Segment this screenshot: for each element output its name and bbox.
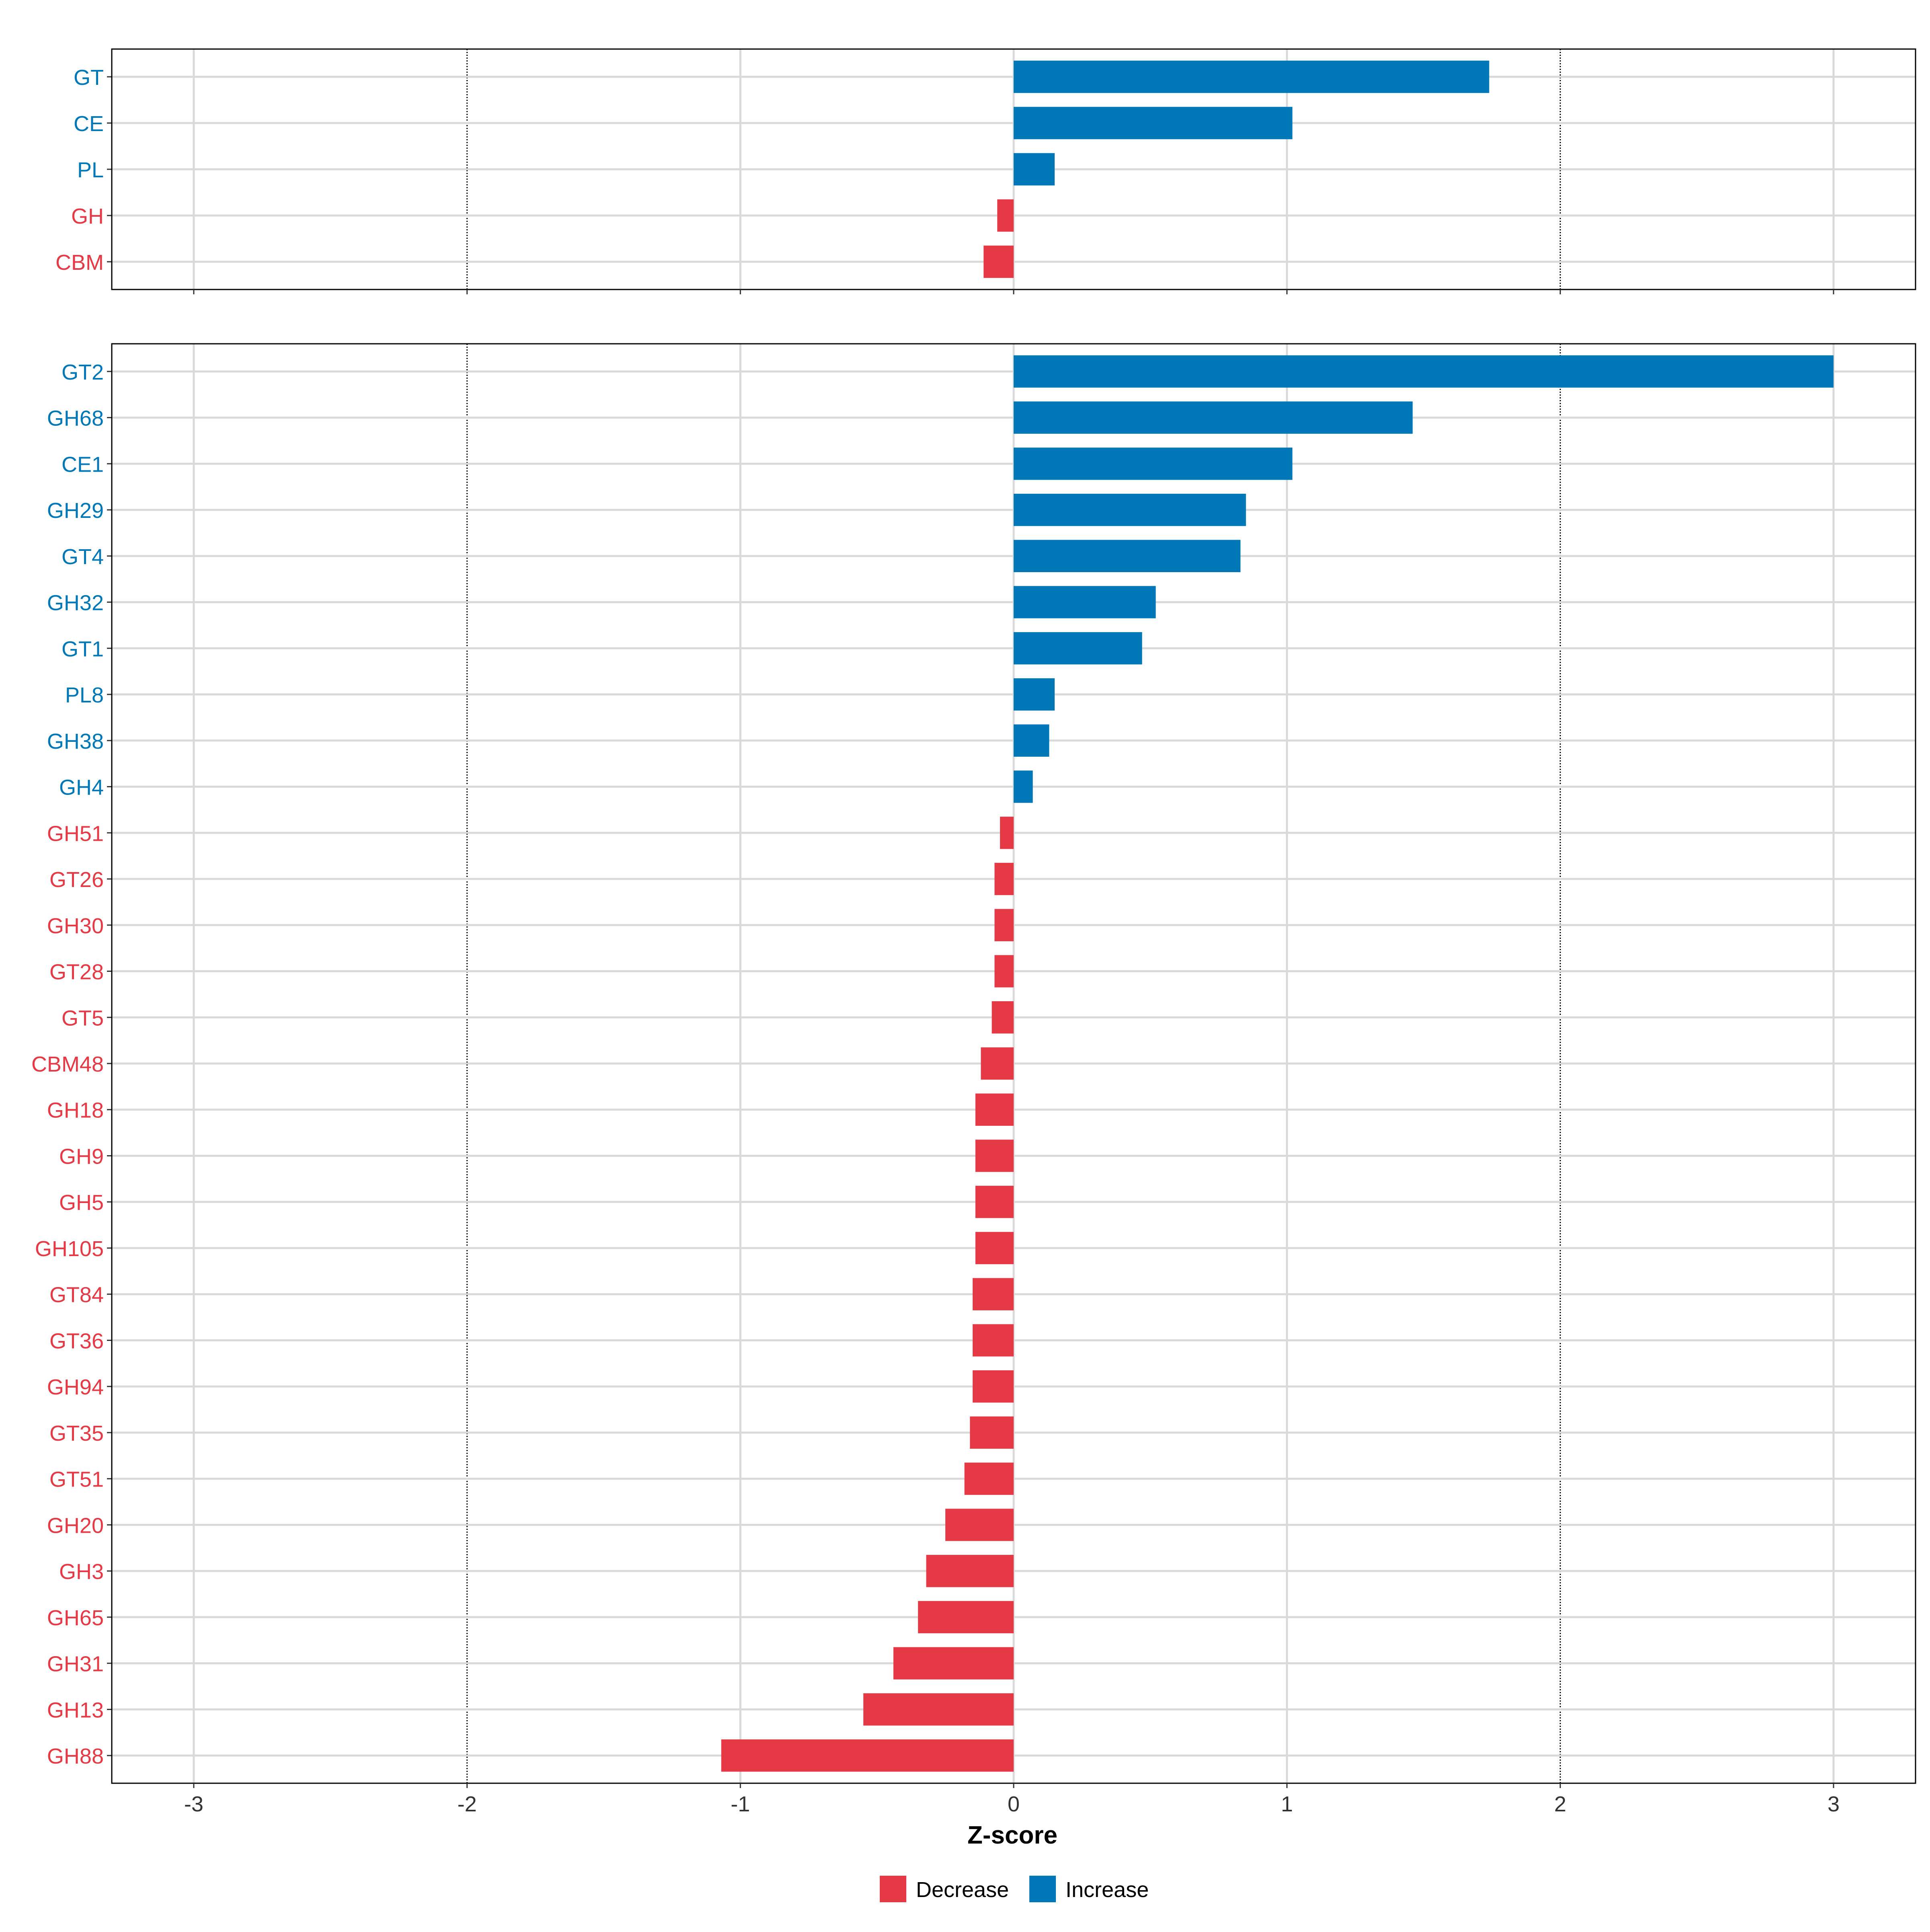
bar-gh51 (1000, 817, 1014, 849)
x-tick-label: 3 (1827, 1792, 1840, 1816)
bar-gh31 (893, 1647, 1014, 1679)
bar-gh88 (721, 1739, 1014, 1772)
y-tick-label: GT4 (62, 545, 104, 569)
bar-gt84 (973, 1278, 1014, 1310)
bar-ce (1014, 107, 1293, 140)
x-tick-label: -3 (184, 1792, 203, 1816)
y-tick-label: CE1 (62, 452, 104, 476)
bar-gh9 (975, 1139, 1014, 1172)
y-tick-label: GT (74, 66, 104, 90)
legend-label-decrease: Decrease (916, 1878, 1009, 1902)
y-tick-label: PL8 (65, 683, 104, 707)
y-tick-label: GH88 (47, 1744, 104, 1768)
bar-gt4 (1014, 540, 1241, 572)
y-tick-label: GT36 (49, 1329, 104, 1353)
bar-pl8 (1014, 678, 1055, 711)
legend-swatch-increase (1029, 1876, 1056, 1902)
bar-gh4 (1014, 770, 1033, 803)
y-tick-label: GT28 (49, 960, 104, 984)
panel-top: GT CE PL GH CBM (55, 48, 1916, 294)
bar-gt5 (992, 1001, 1014, 1034)
y-tick-label: GH20 (47, 1513, 104, 1538)
y-tick-label: GH68 (47, 407, 104, 431)
y-tick-label: GH18 (47, 1098, 104, 1123)
bar-gt1 (1014, 632, 1142, 665)
bar-gh (997, 199, 1014, 232)
y-tick-label: GT51 (49, 1468, 104, 1492)
panel-bottom: GT2 GH68 CE1 GH29 GT4 GH32 GT1 PL8 GH38 GH4 GH51 GT… (31, 343, 1916, 1788)
x-tick-label: 1 (1281, 1792, 1293, 1816)
y-tick-label: GH5 (59, 1191, 104, 1215)
x-tick-label: -2 (458, 1792, 477, 1816)
bar-gt28 (994, 955, 1014, 988)
bar-gt26 (994, 862, 1014, 895)
bar-gh105 (975, 1232, 1014, 1265)
bar-gt35 (970, 1416, 1014, 1449)
bar-gh18 (975, 1093, 1014, 1126)
bar-gh30 (994, 909, 1014, 941)
x-axis: -3 -2 -1 0 1 2 3 (184, 1792, 1840, 1816)
bar-gh32 (1014, 586, 1156, 618)
bar-gt2 (1014, 355, 1834, 388)
y-tick-label: GH30 (47, 914, 104, 938)
x-tick-label: -1 (731, 1792, 750, 1816)
bar-gt (1014, 60, 1489, 93)
y-tick-label: CE (74, 112, 104, 136)
y-tick-label: GH9 (59, 1144, 104, 1168)
x-axis-title: Z-score (967, 1821, 1057, 1849)
y-tick-label: PL (77, 158, 104, 182)
x-tick-label: 2 (1554, 1792, 1566, 1816)
y-tick-label: GH32 (47, 591, 104, 615)
y-tick-label: CBM (55, 250, 104, 275)
legend: Decrease Increase (880, 1876, 1149, 1902)
y-tick-label: GT84 (49, 1283, 104, 1307)
y-tick-label: GH31 (47, 1652, 104, 1676)
y-tick-label: GH3 (59, 1560, 104, 1584)
y-tick-label: GT2 (62, 360, 104, 384)
bar-gh3 (926, 1555, 1014, 1587)
bar-cbm48 (981, 1047, 1014, 1080)
y-tick-label: GH13 (47, 1698, 104, 1722)
y-tick-label: GH51 (47, 821, 104, 846)
x-tick-label: 0 (1008, 1792, 1020, 1816)
y-tick-label: GT26 (49, 868, 104, 892)
bar-cbm (983, 245, 1014, 278)
bar-ce1 (1014, 448, 1293, 480)
y-tick-label: GH105 (35, 1237, 104, 1261)
bar-gh65 (918, 1601, 1014, 1634)
y-tick-label: GT1 (62, 637, 104, 661)
bar-gh38 (1014, 724, 1049, 757)
y-tick-label: GH38 (47, 729, 104, 754)
legend-swatch-decrease (880, 1876, 906, 1902)
bar-pl (1014, 153, 1055, 186)
y-tick-label: GH4 (59, 776, 104, 800)
bar-gh94 (973, 1370, 1014, 1403)
bar-gh29 (1014, 493, 1246, 526)
y-tick-label: GH65 (47, 1606, 104, 1630)
y-tick-label: GT35 (49, 1421, 104, 1445)
bar-gh5 (975, 1186, 1014, 1218)
y-tick-label: GT5 (62, 1006, 104, 1030)
bar-gh68 (1014, 401, 1413, 434)
y-tick-label: CBM48 (31, 1052, 104, 1076)
y-tick-label: GH29 (47, 499, 104, 523)
bar-gt51 (964, 1462, 1014, 1495)
bar-gt36 (973, 1324, 1014, 1357)
bar-gh20 (945, 1509, 1014, 1541)
y-tick-label: GH (71, 204, 104, 228)
bar-gh13 (863, 1693, 1014, 1726)
y-tick-label: GH94 (47, 1375, 104, 1399)
legend-label-increase: Increase (1066, 1878, 1149, 1902)
